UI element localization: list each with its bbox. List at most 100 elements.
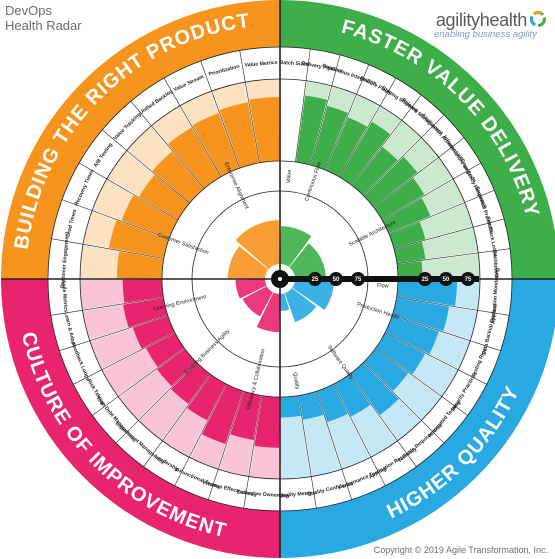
dimension-spoke-1-5 [363, 362, 445, 444]
dimension-spoke-3-8 [239, 50, 260, 163]
dimension-spoke-0-1 [295, 48, 311, 163]
dimension-spoke-0-6 [363, 114, 445, 196]
dimension-bar-3-7 [219, 102, 259, 168]
dimension-bar-0-6 [363, 156, 418, 207]
dimension-bar-2-8 [123, 298, 168, 328]
dimension-spoke-1-2 [392, 315, 501, 351]
dimension-bar-3-4 [152, 151, 204, 203]
dimension-bar-3-0 [116, 251, 164, 279]
dimension-label-3-0: Customer Engagement [60, 231, 71, 288]
dimension-label-0-11: Dashboards [491, 250, 499, 280]
dimension-spoke-0-3 [324, 64, 370, 171]
dimension-bar-1-2 [385, 316, 439, 355]
brand-name: agilityhealth [435, 10, 527, 30]
competency-bar-1-1 [284, 288, 317, 323]
dimension-spoke-1-9 [298, 395, 317, 509]
dimension-bar-1-6 [334, 374, 371, 417]
dimension-bar-0-2 [311, 105, 348, 170]
sector-band-3 [1, 0, 280, 279]
dimension-spoke-1-3 [385, 332, 487, 385]
dimension-label-2-9: Agile Metrics [60, 280, 69, 313]
brand-tagline: enabling business agility [434, 29, 537, 40]
scale-marker-3 [418, 272, 432, 286]
copyright-text: Copyright © 2019 Agile Transformation, I… [373, 545, 548, 555]
scale-axis [284, 276, 479, 282]
dimension-label-0-0: Batch Sizes [279, 60, 309, 68]
page-title-line-1: DevOps [5, 3, 52, 18]
dimension-bar-3-1 [109, 220, 169, 258]
competency-label-3-2: Value [286, 169, 293, 183]
scale-marker-4 [439, 272, 453, 286]
scale-label-3: 25 [422, 277, 429, 283]
dimension-bar-2-6 [145, 333, 185, 368]
brand-mark-icon [530, 11, 546, 27]
competency-bar-0-0 [280, 226, 312, 267]
dimension-spoke-0-4 [338, 77, 397, 177]
dimension-spoke-2-6 [92, 348, 185, 416]
dimension-bar-0-4 [339, 121, 391, 186]
dimension-spoke-3-1 [51, 238, 164, 259]
dimension-spoke-2-7 [73, 332, 175, 385]
dimension-bar-1-1 [392, 298, 450, 332]
dimension-bar-2-0 [254, 395, 280, 448]
scale-marker-1 [329, 272, 343, 286]
page-title-line-2: Health Radar [5, 18, 82, 33]
dimension-label-1-9: Quality Metrics [278, 490, 316, 499]
scale-label-5: 75 [465, 277, 472, 283]
competency-label-0-2: Flow [377, 283, 389, 290]
competency-bar-1-2 [280, 293, 290, 312]
dimension-bar-0-7 [373, 177, 425, 220]
dimension-bar-1-4 [363, 348, 409, 391]
dimension-bar-2-3 [187, 374, 226, 421]
competency-bar-0-1 [289, 243, 326, 279]
dimension-spoke-2-8 [59, 315, 168, 351]
competency-bar-1-0 [292, 279, 335, 310]
dimension-spoke-1-8 [316, 391, 352, 500]
dimension-bar-3-5 [167, 127, 221, 189]
dimension-spoke-1-6 [349, 374, 417, 467]
dimension-spoke-2-3 [174, 384, 227, 486]
dimension-bar-1-0 [396, 279, 458, 306]
competency-bar-2-2 [235, 279, 267, 299]
dimension-spoke-0-7 [373, 137, 465, 208]
dimension-spoke-0-5 [351, 94, 422, 186]
dimension-bar-1-5 [349, 362, 399, 416]
dimension-spoke-0-8 [382, 162, 482, 221]
dimension-bar-2-7 [132, 316, 175, 349]
dimension-label-3-8: Value Metrics [244, 60, 278, 69]
dimension-spoke-1-7 [333, 384, 386, 486]
dimension-bar-0-11 [397, 261, 423, 279]
dimension-spoke-0-9 [388, 189, 495, 235]
dimension-spoke-2-9 [50, 297, 164, 316]
dimension-spoke-3-7 [200, 60, 240, 169]
scale-marker-5 [461, 272, 475, 286]
dimension-bar-1-3 [375, 333, 425, 375]
dimension-bar-1-7 [317, 384, 348, 423]
sector-band-0 [280, 0, 555, 279]
dimension-bar-0-5 [352, 146, 398, 196]
dimension-label-1-0: Application Monitoring [491, 268, 501, 325]
scale-label-0: 25 [312, 277, 319, 283]
scale-label-4: 50 [443, 277, 450, 283]
dimension-bar-0-3 [325, 117, 367, 177]
page-title: DevOps Health Radar [5, 3, 82, 33]
sector-band-1 [280, 279, 555, 558]
dimension-spoke-3-6 [163, 77, 222, 177]
dimension-bar-0-9 [389, 221, 426, 248]
dimension-bar-2-5 [157, 348, 197, 387]
scale-label-2: 75 [355, 277, 362, 283]
dimension-bar-0-1 [295, 95, 328, 165]
competency-bar-2-0 [256, 292, 280, 333]
dimension-bar-2-4 [171, 362, 211, 404]
sector-band-2 [1, 279, 280, 558]
dimension-bar-1-8 [299, 391, 324, 420]
dimension-spoke-3-2 [61, 199, 170, 239]
dimension-bar-2-9 [122, 279, 164, 303]
dimension-bar-3-8 [249, 97, 280, 163]
scale-marker-0 [308, 272, 322, 286]
dimension-label-2-0: Collective Ownership [236, 490, 289, 500]
dimension-bar-3-6 [192, 112, 240, 177]
dimension-bar-1-9 [280, 395, 301, 418]
dimension-bar-3-2 [121, 195, 178, 239]
